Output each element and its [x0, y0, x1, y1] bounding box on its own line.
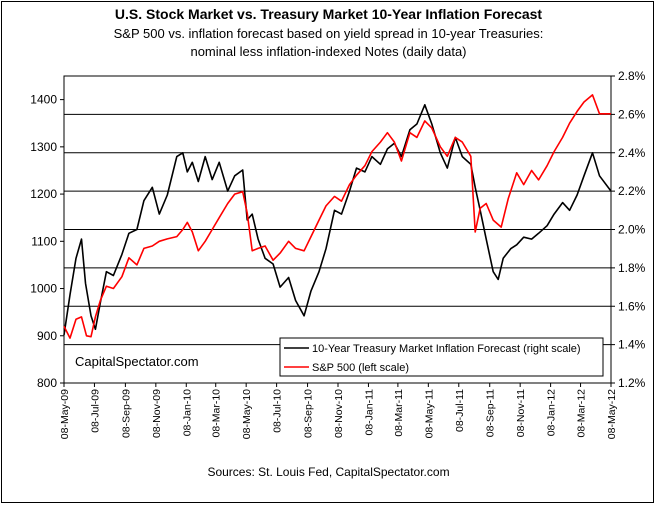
left-tick-label: 1000: [30, 282, 57, 296]
x-tick-label: 08-Mar-11: [393, 389, 405, 437]
source-note: Sources: St. Louis Fed, CapitalSpectator…: [207, 465, 450, 479]
x-tick-label: 08-Mar-12: [576, 389, 588, 438]
right-tick-label: 2.8%: [618, 69, 646, 83]
series-lines: [63, 94, 612, 339]
chart-subtitle-line-2: nominal less inflation-indexed Notes (da…: [190, 44, 467, 59]
x-tick-label: 08-Nov-10: [333, 389, 345, 438]
x-tick-label: 08-Jan-11: [363, 389, 375, 436]
right-tick-label: 1.8%: [618, 261, 646, 275]
x-tick-label: 08-Jan-10: [181, 389, 193, 436]
legend-label-sp500: S&P 500 (left scale): [312, 362, 409, 374]
legend-label-forecast: 10-Year Treasury Market Inflation Foreca…: [312, 343, 581, 355]
chart-title: U.S. Stock Market vs. Treasury Market 10…: [114, 6, 543, 22]
x-tick-label: 08-May-10: [241, 389, 253, 439]
x-tick-label: 08-Mar-10: [211, 389, 223, 438]
right-tick-label: 2.6%: [618, 107, 646, 121]
right-tick-label: 1.4%: [618, 338, 646, 352]
x-tick-label: 08-May-09: [59, 389, 71, 439]
x-tick-label: 08-May-11: [423, 389, 435, 439]
x-tick-label: 08-Nov-11: [515, 389, 527, 437]
right-tick-label: 2.4%: [618, 146, 646, 160]
left-tick-label: 1100: [31, 234, 57, 248]
legend-box: [279, 337, 604, 377]
right-tick-label: 1.2%: [618, 376, 646, 390]
left-tick-label: 800: [37, 376, 57, 390]
series-line-sp500: [63, 94, 611, 339]
left-tick-label: 1400: [30, 93, 57, 107]
axes: 1.2% 1.4% 1.6% 1.8% 2.0% 2.2% 2.4% 2.6% 2.8% 800 9…: [30, 69, 645, 439]
x-tick-label: 08-Sep-10: [303, 389, 315, 438]
watermark: CapitalSpectator.com: [75, 354, 199, 369]
x-tick-label: 08-Jul-11: [454, 389, 466, 432]
right-tick-label: 1.6%: [618, 299, 646, 313]
legend: 10-Year Treasury Market Inflation Foreca…: [279, 337, 604, 377]
x-tick-label: 08-Jan-12: [546, 389, 558, 436]
right-tick-label: 2.0%: [618, 223, 646, 237]
left-tick-label: 1300: [30, 140, 57, 154]
x-tick-label: 08-May-12: [606, 389, 618, 439]
series-line-inflation-forecast: [63, 104, 612, 336]
x-tick-label: 08-Sep-11: [485, 389, 497, 437]
left-tick-label: 1200: [30, 187, 57, 201]
x-tick-label: 08-Sep-09: [120, 389, 132, 438]
x-tick-label: 08-Jul-10: [272, 389, 284, 433]
x-tick-label: 08-Nov-09: [151, 389, 163, 438]
x-tick-label: 08-Jul-09: [89, 389, 101, 433]
left-tick-label: 900: [37, 329, 57, 343]
right-tick-label: 2.2%: [618, 184, 646, 198]
chart-subtitle-line-1: S&P 500 vs. inflation forecast based on …: [113, 26, 544, 41]
